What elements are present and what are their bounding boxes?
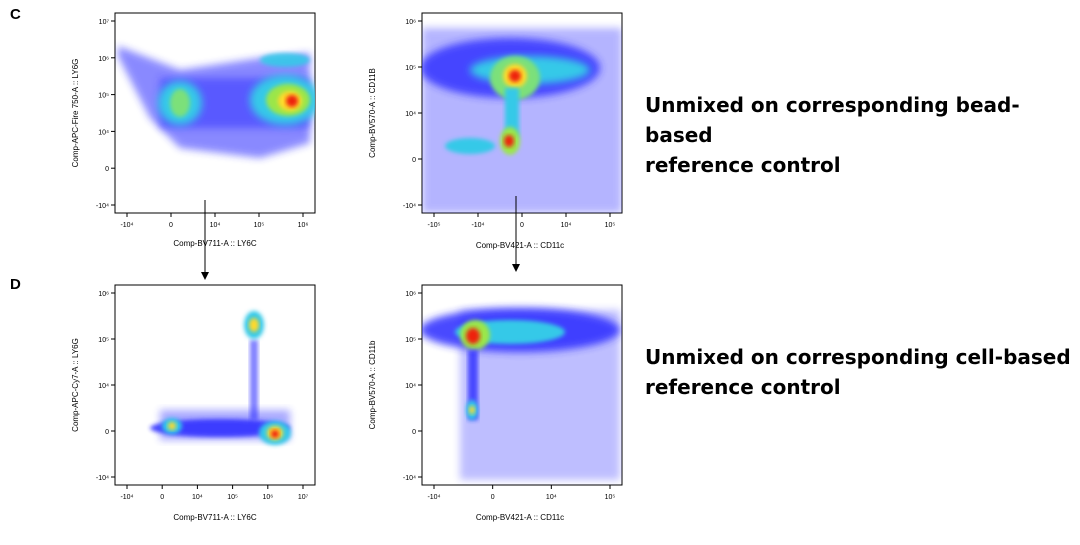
y-tick-label: 0 — [412, 157, 416, 164]
x-tick-label: -10⁴ — [120, 222, 133, 229]
density-cloud — [118, 46, 315, 158]
x-tick-label: 10⁴ — [192, 494, 203, 501]
scatter-plot-c-left: -10⁴ 0 10⁴ 10⁵ 10⁶ 10⁷ 10⁶ 10⁵ 10⁴ 0 -10⁴ Comp-BV7… — [71, 12, 316, 248]
plot-c-right: -10⁵ -10⁴ 0 10⁴ 10⁵ 10⁶ 10⁵ 10⁴ 0 -10⁴ Comp-BV421… — [360, 8, 630, 258]
scatter-plot-d-right: -10⁴ 0 10⁴ 10⁵ 10⁶ 10⁵ 10⁴ 0 -10⁴ Comp-BV421-A :… — [368, 284, 623, 522]
y-tick-label: -10⁴ — [96, 203, 109, 210]
y-tick-label: 0 — [105, 166, 109, 173]
y-axis-label: Comp-APC-Cy7-A :: LY6G — [71, 338, 80, 432]
caption-line: reference control — [645, 375, 841, 399]
density-cloud — [422, 308, 620, 480]
x-tick-label: 0 — [169, 222, 173, 229]
y-tick-label: 0 — [105, 429, 109, 436]
x-tick-label: 0 — [160, 494, 164, 501]
x-tick-label: 0 — [491, 494, 495, 501]
x-tick-label: 10⁴ — [561, 222, 572, 229]
y-tick-label: 10⁵ — [98, 337, 109, 344]
y-tick-label: 10⁶ — [405, 19, 416, 26]
panel-label-c: C — [10, 6, 21, 23]
y-tick-label: -10⁴ — [403, 203, 416, 210]
caption-line: Unmixed on corresponding bead-based — [645, 93, 1020, 147]
x-axis-label: Comp-BV421-A :: CD11c — [476, 241, 564, 250]
y-tick-label: 0 — [412, 429, 416, 436]
y-tick-label: 10⁶ — [98, 56, 109, 63]
arrow-down-icon — [512, 196, 520, 272]
x-tick-label: -10⁴ — [120, 494, 133, 501]
x-tick-label: 10⁵ — [227, 494, 238, 501]
y-tick-label: 10⁶ — [405, 291, 416, 298]
x-tick-label: 10⁷ — [298, 494, 309, 501]
y-axis-label: Comp-BV570-A :: CD11b — [368, 340, 377, 429]
arrow-down-icon — [201, 200, 209, 280]
x-tick-label: 10⁶ — [262, 494, 273, 501]
caption-line: reference control — [645, 153, 841, 177]
x-tick-label: -10⁴ — [471, 222, 484, 229]
plot-c-left: -10⁴ 0 10⁴ 10⁵ 10⁶ 10⁷ 10⁶ 10⁵ 10⁴ 0 -10⁴ Comp-BV7… — [60, 8, 330, 258]
x-tick-label: -10⁴ — [427, 494, 440, 501]
x-tick-label: 10⁵ — [605, 222, 616, 229]
x-axis-label: Comp-BV711-A :: LY6C — [173, 513, 257, 522]
y-tick-label: 10⁴ — [405, 383, 416, 390]
x-tick-label: -10⁵ — [427, 222, 440, 229]
caption-cell-based: Unmixed on corresponding cell-based refe… — [645, 342, 1071, 402]
x-tick-label: 10⁴ — [546, 494, 557, 501]
density-cloud — [150, 311, 291, 445]
x-tick-label: 10⁴ — [210, 222, 221, 229]
y-tick-label: 10⁷ — [99, 19, 110, 26]
caption-bead-based: Unmixed on corresponding bead-based refe… — [645, 90, 1080, 180]
y-tick-label: 10⁴ — [98, 129, 109, 136]
x-tick-label: 0 — [520, 222, 524, 229]
y-tick-label: 10⁵ — [405, 337, 416, 344]
density-cloud — [422, 28, 622, 213]
scatter-plot-c-right: -10⁵ -10⁴ 0 10⁴ 10⁵ 10⁶ 10⁵ 10⁴ 0 -10⁴ Comp-BV421… — [368, 12, 623, 250]
y-tick-label: -10⁴ — [403, 475, 416, 482]
plot-d-right: -10⁴ 0 10⁴ 10⁵ 10⁶ 10⁵ 10⁴ 0 -10⁴ Comp-BV421-A :… — [360, 280, 630, 530]
y-axis-label: Comp-BV570-A :: CD11B — [368, 68, 377, 158]
x-tick-label: 10⁶ — [298, 222, 309, 229]
y-axis-label: Comp-APC-Fire 750-A :: LY6G — [71, 59, 80, 168]
x-axis-label: Comp-BV711-A :: LY6C — [173, 239, 257, 248]
caption-line: Unmixed on corresponding cell-based — [645, 345, 1071, 369]
panel-label-d: D — [10, 276, 21, 293]
y-tick-label: -10⁴ — [96, 475, 109, 482]
y-tick-label: 10⁴ — [98, 383, 109, 390]
x-tick-label: 10⁵ — [254, 222, 265, 229]
x-axis-label: Comp-BV421-A :: CD11c — [476, 513, 564, 522]
plot-d-left: -10⁴ 0 10⁴ 10⁵ 10⁶ 10⁷ 10⁶ 10⁵ 10⁴ 0 -10⁴ Comp-BV7… — [60, 280, 330, 530]
plot-frame — [114, 284, 316, 486]
x-tick-label: 10⁵ — [605, 494, 616, 501]
y-tick-label: 10⁴ — [405, 111, 416, 118]
y-tick-label: 10⁶ — [98, 291, 109, 298]
y-tick-label: 10⁵ — [98, 93, 109, 100]
y-tick-label: 10⁵ — [405, 65, 416, 72]
scatter-plot-d-left: -10⁴ 0 10⁴ 10⁵ 10⁶ 10⁷ 10⁶ 10⁵ 10⁴ 0 -10⁴ Comp-BV7… — [71, 284, 316, 522]
